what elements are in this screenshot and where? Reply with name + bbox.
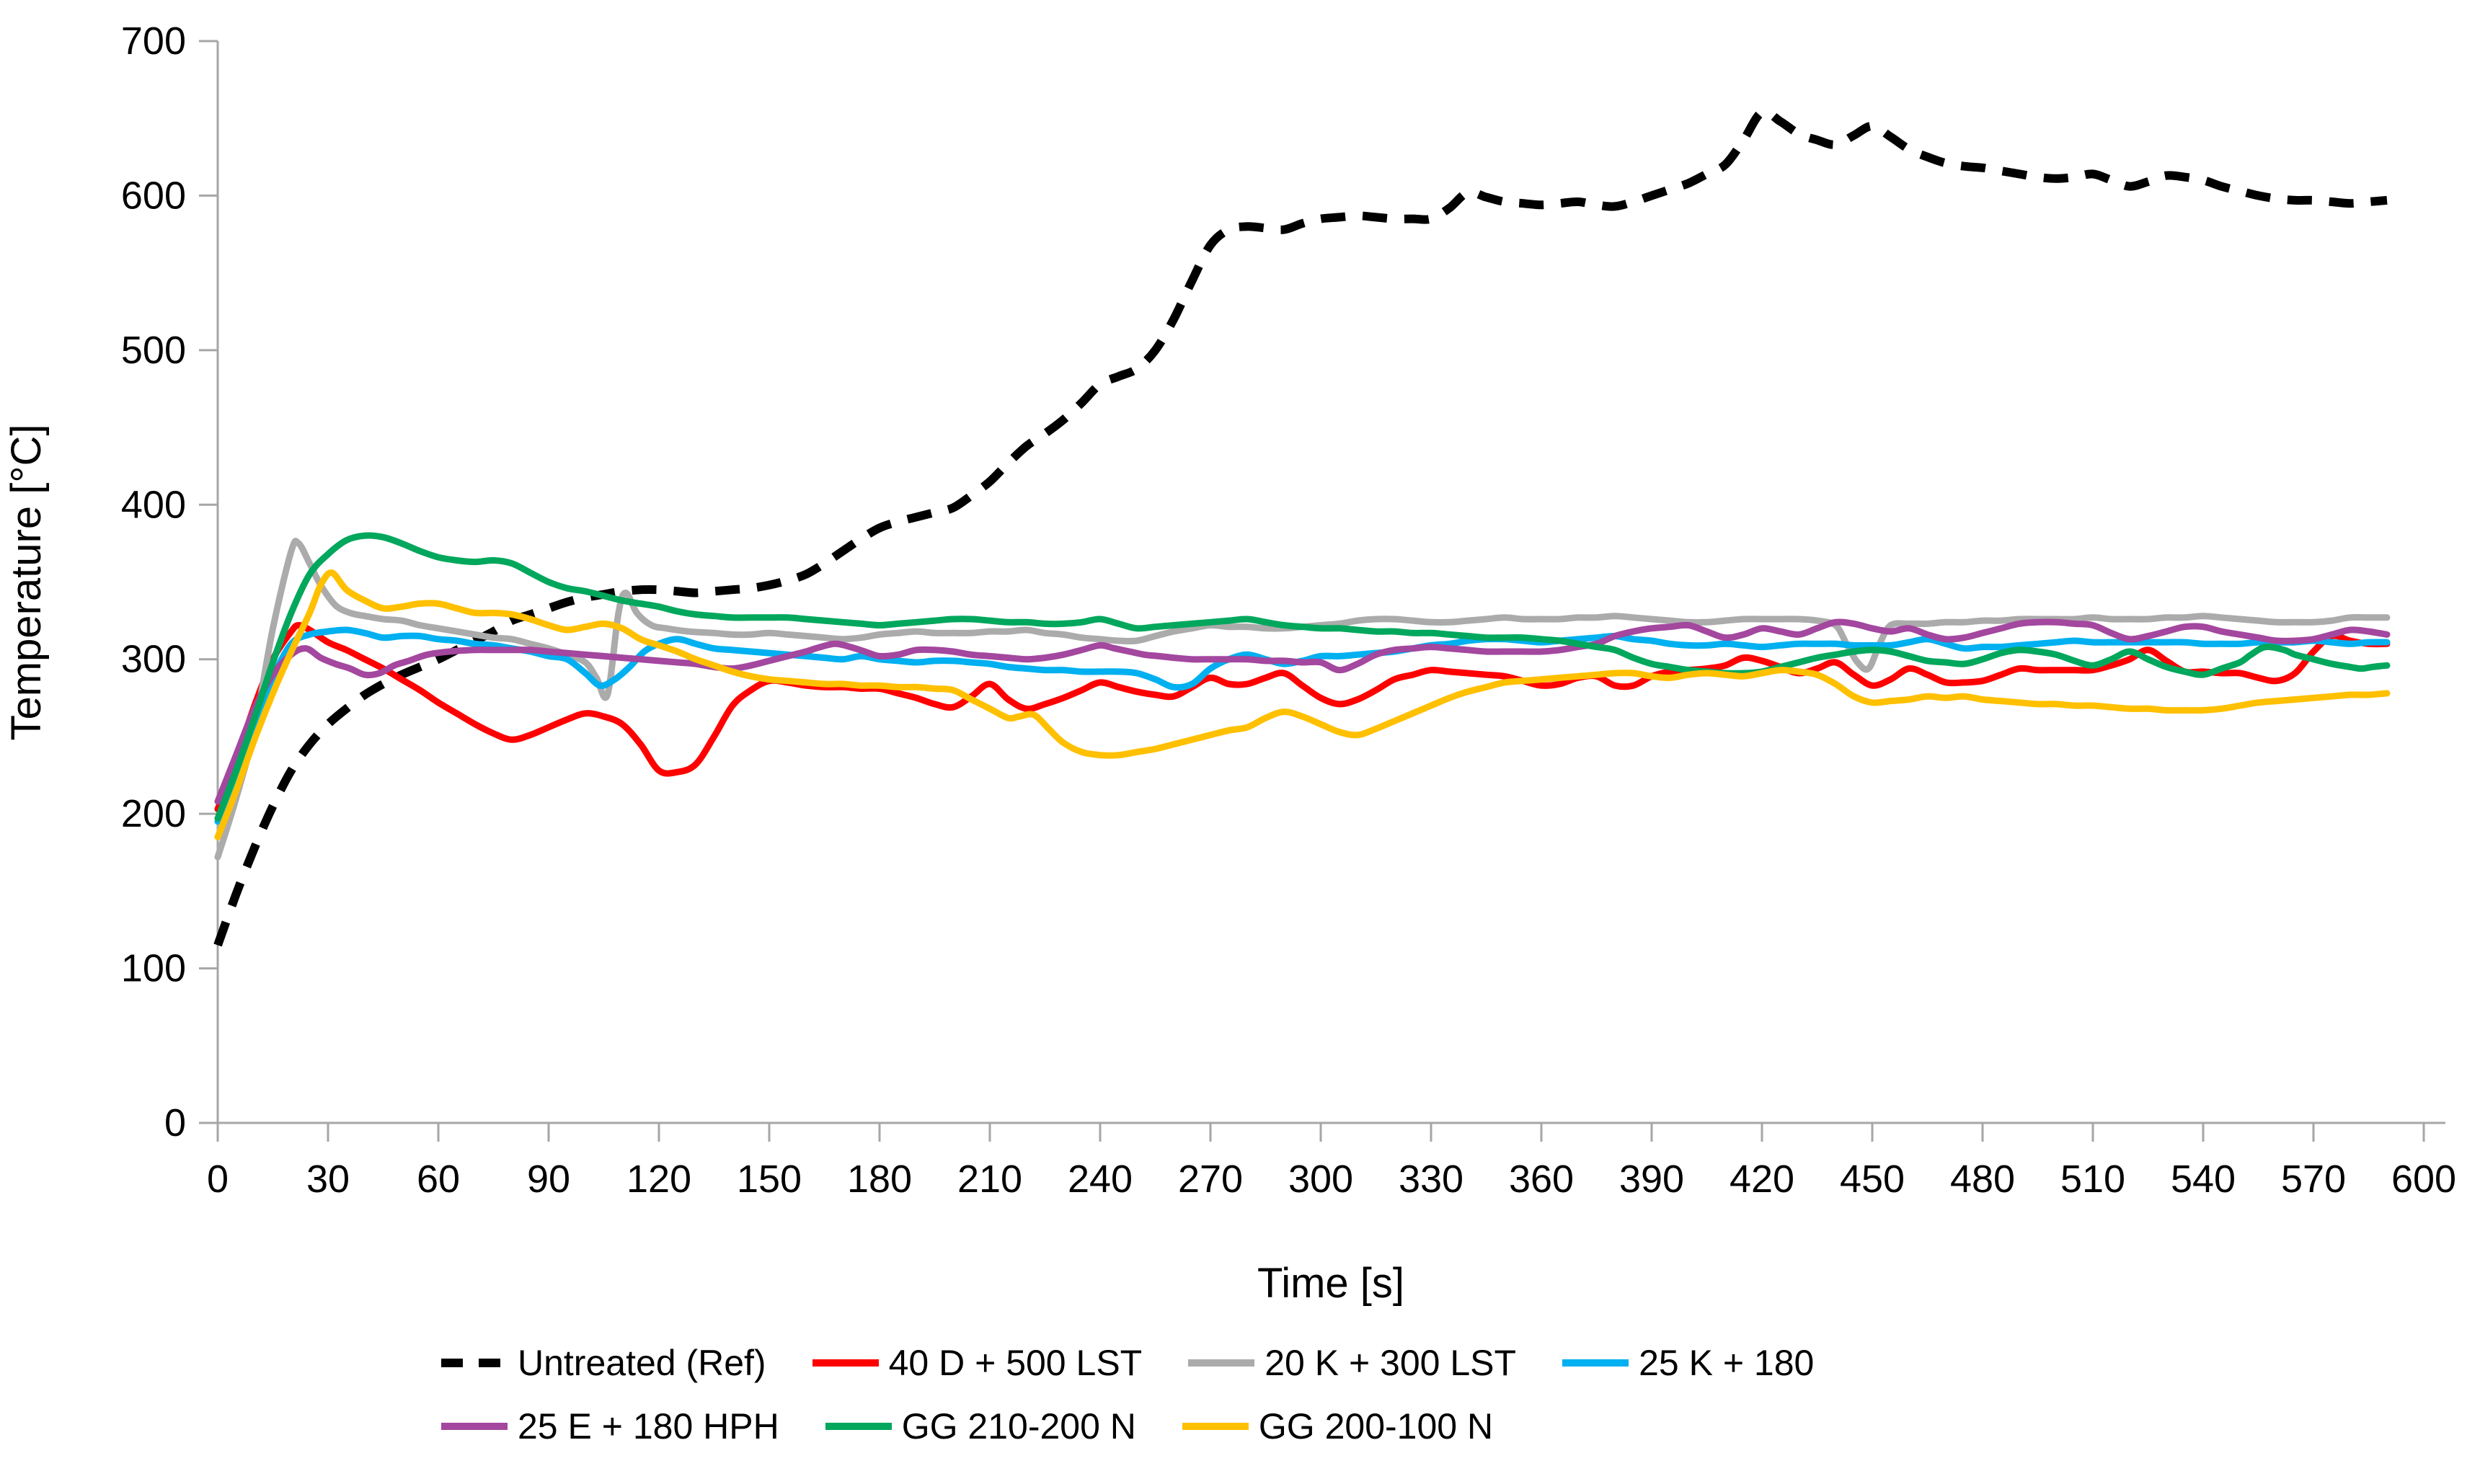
legend-item-untreated: Untreated (Ref) [441, 1342, 766, 1384]
legend-item-25k-180: 25 K + 180 [1562, 1342, 1814, 1384]
legend-swatch-20k-300lst [1188, 1359, 1255, 1367]
legend-label: GG 210-200 N [901, 1406, 1136, 1447]
x-tick-label: 60 [417, 1158, 460, 1201]
x-tick-label: 90 [527, 1158, 570, 1201]
x-tick-label: 510 [2060, 1158, 2125, 1201]
x-tick-label: 540 [2171, 1158, 2236, 1201]
x-axis-title: Time [s] [1257, 1260, 1404, 1307]
x-tick-label: 450 [1840, 1158, 1905, 1201]
x-tick-label: 210 [957, 1158, 1022, 1201]
x-tick-label: 600 [2391, 1158, 2456, 1201]
series-lines [213, 107, 2391, 947]
legend-item-gg210-200n: GG 210-200 N [825, 1405, 1136, 1447]
legend-label: 20 K + 300 LST [1265, 1343, 1517, 1383]
axes [199, 40, 2445, 1142]
y-axis-title: Temperature [°C] [3, 424, 50, 740]
x-tick-label: 360 [1509, 1158, 1574, 1201]
legend-label: 25 E + 180 HPH [518, 1406, 779, 1447]
series-line-0 [213, 107, 2388, 947]
legend-swatch-25k-180 [1562, 1359, 1629, 1367]
x-tick-label: 30 [306, 1158, 350, 1201]
legend-swatch-gg200-100n [1182, 1423, 1249, 1430]
x-tick-label: 240 [1068, 1158, 1133, 1201]
series-line-6 [214, 569, 2391, 840]
series-line-5 [214, 532, 2391, 822]
legend-label: Untreated (Ref) [518, 1343, 766, 1383]
legend-item-gg200-100n: GG 200-100 N [1182, 1405, 1493, 1447]
legend-row-1: Untreated (Ref) 40 D + 500 LST 20 K + 30… [441, 1342, 1814, 1384]
legend-label: GG 200-100 N [1258, 1406, 1494, 1447]
x-tick-label: 120 [626, 1158, 691, 1201]
y-tick-label: 200 [121, 792, 186, 835]
x-tick-label: 180 [847, 1158, 912, 1201]
y-tick-label: 100 [121, 947, 186, 990]
chart-legend: Untreated (Ref) 40 D + 500 LST 20 K + 30… [441, 1342, 1814, 1447]
x-tick-label: 300 [1288, 1158, 1353, 1201]
legend-swatch-untreated [441, 1359, 508, 1367]
y-tick-label: 600 [121, 174, 186, 217]
x-tick-label: 390 [1619, 1158, 1684, 1201]
tick-labels: 0 100 200 300 400 500 600 700 0 30 60 90 120 150 180 21… [121, 19, 2456, 1201]
legend-swatch-gg210-200n [825, 1423, 892, 1430]
y-tick-label: 300 [121, 638, 186, 681]
legend-item-25e-180hph: 25 E + 180 HPH [441, 1405, 779, 1447]
x-tick-label: 150 [737, 1158, 802, 1201]
y-tick-label: 500 [121, 329, 186, 372]
x-tick-label: 420 [1730, 1158, 1794, 1201]
y-tick-label: 700 [121, 19, 186, 63]
legend-label: 25 K + 180 [1639, 1343, 1815, 1383]
x-tick-label: 480 [1950, 1158, 2015, 1201]
x-tick-label: 570 [2281, 1158, 2346, 1201]
x-tick-label: 330 [1399, 1158, 1463, 1201]
series-line-4 [214, 618, 2391, 805]
legend-row-2: 25 E + 180 HPH GG 210-200 N GG 200-100 N [441, 1405, 1814, 1447]
y-tick-label: 400 [121, 483, 186, 526]
x-tick-label: 270 [1178, 1158, 1243, 1201]
y-tick-label: 0 [164, 1101, 186, 1145]
legend-swatch-25e-180hph [441, 1423, 508, 1430]
legend-label: 40 D + 500 LST [888, 1343, 1143, 1383]
series-line-2 [214, 538, 2391, 861]
series-line-1 [214, 621, 2391, 813]
legend-item-20k-300lst: 20 K + 300 LST [1188, 1342, 1516, 1384]
legend-swatch-40d-500lst [812, 1359, 879, 1367]
legend-item-40d-500lst: 40 D + 500 LST [812, 1342, 1143, 1384]
x-tick-label: 0 [207, 1158, 229, 1201]
